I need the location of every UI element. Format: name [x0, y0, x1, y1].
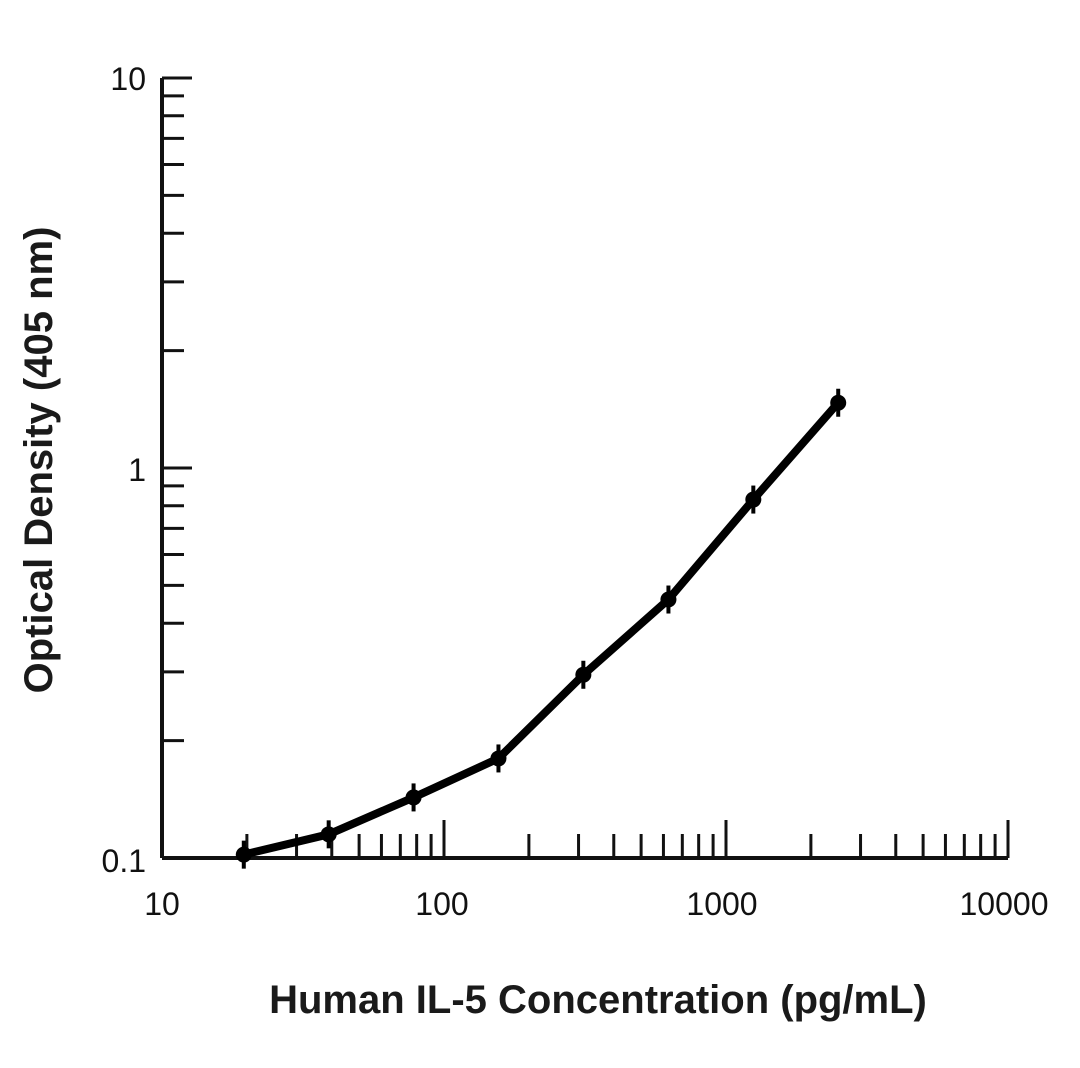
data-point-2 [405, 783, 422, 812]
data-point-7 [830, 388, 847, 417]
data-point-5 [660, 585, 677, 614]
data-point-6 [745, 485, 762, 514]
data-point-4 [575, 660, 592, 689]
series-line-0 [239, 398, 843, 859]
series-layer [235, 388, 847, 869]
data-point-3 [490, 744, 507, 773]
y-axis-title: Optical Density (405 nm) [17, 227, 61, 694]
axes [160, 76, 1010, 860]
data-point-0 [235, 840, 252, 869]
x-axis-title: Human IL-5 Concentration (pg/mL) [269, 978, 927, 1022]
x-tick-label-1000: 1000 [686, 886, 757, 922]
x-tick-label-10000: 10000 [960, 886, 1049, 922]
y-tick-label-0-1: 0.1 [102, 843, 146, 879]
y-tick-label-1: 1 [128, 452, 146, 488]
x-tick-label-100: 100 [415, 886, 468, 922]
data-point-1 [320, 820, 337, 849]
y-tick-label-10: 10 [110, 61, 146, 97]
x-tick-label-10: 10 [144, 886, 180, 922]
